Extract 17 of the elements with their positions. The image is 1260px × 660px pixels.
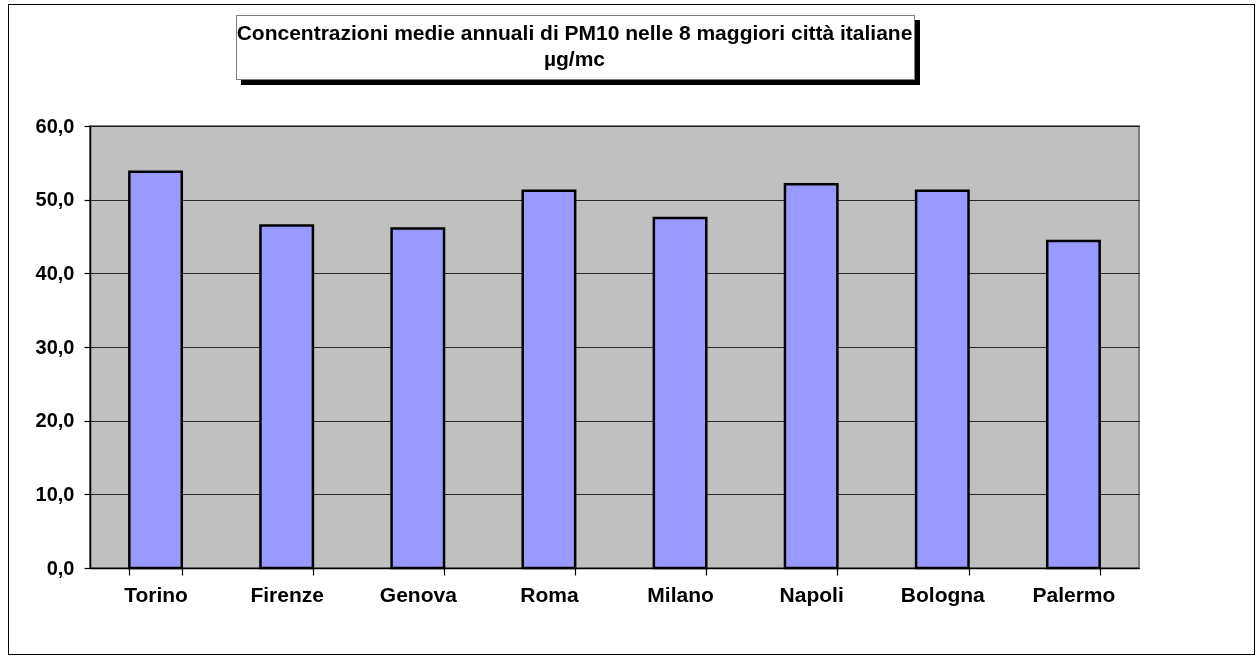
y-tick-label: 30,0 <box>35 335 75 358</box>
y-tick-label: 60,0 <box>35 114 75 137</box>
x-tick-label: Napoli <box>779 582 844 606</box>
x-tick-label: Milano <box>647 582 714 606</box>
x-tick-label: Bologna <box>900 582 986 606</box>
y-tick-label: 40,0 <box>35 261 75 284</box>
chart-title: Concentrazioni medie annuali di PM10 nelle 8 maggiori città italiane <box>236 21 913 44</box>
y-tick-label: 50,0 <box>35 188 75 211</box>
x-tick-label: Firenze <box>250 582 324 606</box>
y-tick-label: 10,0 <box>35 482 75 505</box>
y-tick-label: 20,0 <box>35 409 75 432</box>
x-tick-label: Roma <box>520 582 579 606</box>
chart-subtitle: µg/mc <box>543 47 606 70</box>
x-tick-label: Palermo <box>1032 582 1116 606</box>
x-tick-label: Genova <box>379 582 458 606</box>
y-tick-label: 0,0 <box>46 556 75 579</box>
x-tick-label: Torino <box>124 582 188 606</box>
